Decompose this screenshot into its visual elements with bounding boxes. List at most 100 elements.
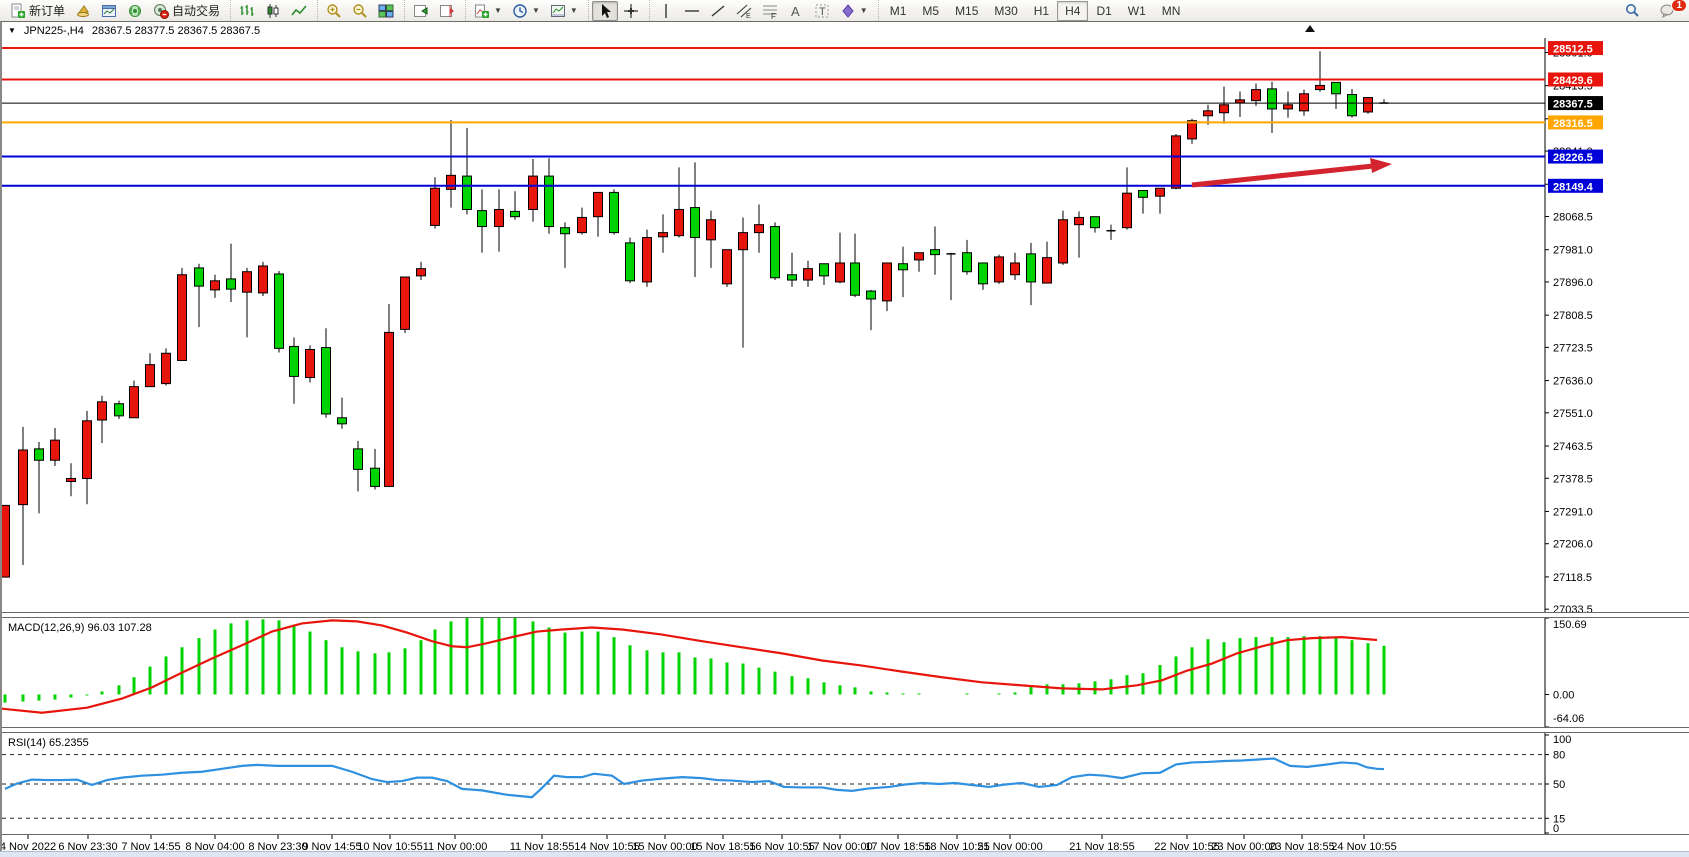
chart-shift-marker[interactable] <box>1305 25 1315 32</box>
candle-down <box>544 175 554 228</box>
new-chart-button[interactable] <box>96 1 122 21</box>
macd-axis-label: 0.00 <box>1553 689 1574 701</box>
time-tick-label: 4 Nov 2022 <box>2 841 56 853</box>
fibonacci-button[interactable]: F <box>757 1 783 21</box>
time-tick-label: 24 Nov 10:55 <box>1331 841 1396 853</box>
candle-up <box>305 348 315 379</box>
new-order-button[interactable]: 新订单 <box>5 0 70 21</box>
candle-up <box>1010 262 1020 276</box>
vertical-line-button[interactable] <box>653 1 679 21</box>
fibo-icon: F <box>762 3 778 19</box>
zoom-out-button[interactable] <box>347 1 373 21</box>
time-tick-label: 15 Nov 00:00 <box>632 841 697 853</box>
candle-down <box>353 448 363 470</box>
timeframe-mn[interactable]: MN <box>1161 3 1181 18</box>
timeframe-m1[interactable]: M1 <box>889 3 907 18</box>
timeframe-h4[interactable]: H4 <box>1057 0 1089 21</box>
chart-window: ▼ JPN225-,H4 28367.5 28377.5 28367.5 283… <box>0 21 1689 854</box>
channel-icon: E <box>736 3 752 19</box>
timeframe-h1[interactable]: H1 <box>1033 3 1050 18</box>
timeframe-d1[interactable]: D1 <box>1096 3 1112 18</box>
candle-down <box>898 263 908 271</box>
indicators-button[interactable]: ▼ <box>469 1 507 21</box>
auto-scroll-button[interactable] <box>408 1 434 21</box>
macd-axis-label: -64.06 <box>1553 713 1584 725</box>
toolbar-group <box>404 0 463 21</box>
svg-text:E: E <box>746 13 751 19</box>
line-chart-button[interactable] <box>286 1 312 21</box>
timeframe-m30[interactable]: M30 <box>994 3 1018 18</box>
shift-icon <box>439 3 455 19</box>
horizontal-line-button[interactable] <box>679 1 705 21</box>
text-button[interactable]: A <box>783 1 809 21</box>
candlestick-chart-button[interactable] <box>260 1 286 21</box>
candle-down <box>962 252 972 273</box>
trendline-button[interactable] <box>705 1 731 21</box>
tile-windows-button[interactable] <box>373 1 399 21</box>
chat-icon[interactable]: 1 <box>1655 0 1687 20</box>
time-axis-canvas[interactable]: 4 Nov 2022 6 Nov 23:30 7 Nov 14:55 8 Nov 04… <box>0 835 1689 854</box>
signal-icon <box>127 3 143 19</box>
timeframe-w1[interactable]: W1 <box>1127 3 1146 18</box>
time-tick-label: 8 Nov 23:30 <box>248 841 307 853</box>
rsi-canvas[interactable]: 100 80 50 150 RSI(14) 65.2355 <box>2 733 1689 835</box>
price-tick-label: 27291.0 <box>1553 506 1593 518</box>
crosshair-button[interactable] <box>618 1 644 21</box>
price-line-label-bg <box>1548 115 1603 130</box>
panel-splitter[interactable] <box>2 727 1689 733</box>
profile-button[interactable] <box>70 1 96 21</box>
trend-arrow-shaft <box>1191 163 1379 188</box>
price-line-label-bg <box>1548 149 1603 164</box>
candle-down <box>625 242 635 282</box>
bar-chart-button[interactable] <box>234 1 260 21</box>
shapes-button[interactable]: ▼ <box>835 1 873 21</box>
macd-canvas[interactable]: 150.69 0.00 -64.06 MACD(12,26,9) 96.03 107.… <box>1 612 1689 728</box>
candle-down <box>194 267 204 287</box>
chart-collapse-icon[interactable]: ▼ <box>8 26 16 35</box>
templates-button[interactable]: ▼ <box>545 1 583 21</box>
candle-up <box>754 224 764 234</box>
toolbar-group: E F A T ▼ <box>648 0 876 21</box>
price-line-label: 28149.4 <box>1553 181 1594 193</box>
autotrading-button[interactable]: 自动交易 <box>148 0 225 21</box>
navigator-button[interactable] <box>122 1 148 21</box>
timeframe-m15[interactable]: M15 <box>955 3 979 18</box>
zoom-in-button[interactable] <box>321 1 347 21</box>
time-tick-label: 8 Nov 04:00 <box>185 841 244 853</box>
candle-down <box>1267 88 1277 110</box>
time-tick-label: 11 Nov 18:55 <box>510 841 575 853</box>
chart-title-bar: ▼ JPN225-,H4 28367.5 28377.5 28367.5 283… <box>2 23 1689 38</box>
panel-splitter[interactable] <box>2 612 1689 618</box>
price-tick-label: 27723.5 <box>1553 342 1593 354</box>
cursor-icon <box>597 3 613 19</box>
price-chart-panel: 28501.028413.528326.028241.028153.528068… <box>0 38 1689 616</box>
candle-up <box>882 262 892 302</box>
price-line-label: 28316.5 <box>1553 118 1593 130</box>
candle-up <box>1251 89 1261 102</box>
candle-up <box>1155 187 1165 197</box>
price-line-label-bg <box>1548 41 1603 56</box>
label-button[interactable]: T <box>809 1 835 21</box>
timeframe-m5[interactable]: M5 <box>922 3 940 18</box>
candle-down <box>462 175 472 210</box>
zoom-out-icon <box>352 3 368 19</box>
candle-down <box>226 278 236 290</box>
candle-up <box>1235 99 1245 104</box>
cursor-button[interactable] <box>591 0 618 21</box>
price-chart-canvas[interactable]: 28501.028413.528326.028241.028153.528068… <box>0 38 1689 616</box>
equidistant-channel-button[interactable]: E <box>731 1 757 21</box>
candle-down <box>690 207 700 239</box>
candle-down <box>1331 81 1341 95</box>
chart-shift-button[interactable] <box>434 1 460 21</box>
candle-up <box>674 208 684 237</box>
search-icon[interactable] <box>1620 1 1645 20</box>
periods-button[interactable]: ▼ <box>507 1 545 21</box>
candle-up <box>384 331 394 487</box>
candle-up <box>1171 135 1181 189</box>
tiles-icon <box>378 3 394 19</box>
candle-up <box>1122 192 1132 229</box>
cone-icon <box>75 3 91 19</box>
time-tick-label: 21 Nov 00:00 <box>977 841 1042 853</box>
bars-icon <box>239 3 255 19</box>
price-line-label-bg <box>1548 72 1603 87</box>
